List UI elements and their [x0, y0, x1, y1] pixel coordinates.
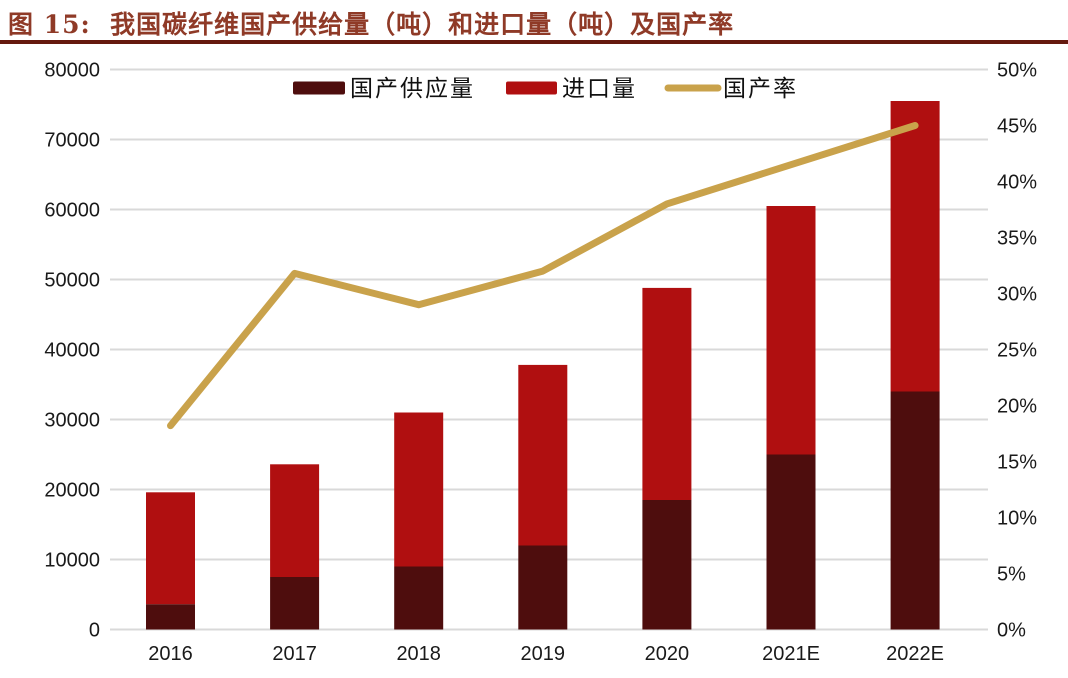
x-axis-label: 2016 [148, 643, 193, 665]
y-axis-left-label: 40000 [44, 340, 100, 362]
x-axis-label: 2020 [645, 643, 690, 665]
y-axis-right-label: 40% [997, 172, 1037, 194]
legend-swatch-domestic-supply [293, 81, 345, 95]
bar-domestic-2017 [270, 577, 320, 630]
y-axis-right-label: 5% [997, 564, 1026, 586]
y-axis-right-label: 20% [997, 396, 1037, 418]
legend-label-domestic-supply: 国产供应量 [350, 76, 475, 102]
bar-domestic-2021E [766, 454, 816, 630]
bar-domestic-2018 [394, 566, 444, 630]
y-axis-right-label: 50% [997, 60, 1037, 82]
legend-label-domestic-rate: 国产率 [723, 76, 798, 102]
y-axis-left-label: 60000 [44, 200, 100, 222]
y-axis-right-label: 15% [997, 452, 1037, 474]
bar-import-2017 [270, 464, 320, 577]
y-axis-left-label: 80000 [44, 60, 100, 82]
y-axis-right-label: 45% [997, 116, 1037, 138]
bar-import-2022E [890, 101, 940, 392]
y-axis-left-label: 50000 [44, 270, 100, 292]
y-axis-left-label: 0 [89, 620, 100, 642]
legend-label-import-volume: 进口量 [562, 76, 637, 102]
bar-domestic-2016 [146, 604, 195, 630]
x-axis-label: 2018 [396, 643, 441, 665]
y-axis-right-label: 0% [997, 620, 1026, 642]
y-axis-right-label: 30% [997, 284, 1037, 306]
bar-import-2019 [518, 364, 568, 546]
figure-title: 图 15: 我国碳纤维国产供给量（吨）和进口量（吨）及国产率 [8, 10, 735, 39]
x-axis-label: 2022E [886, 643, 944, 665]
y-axis-right-label: 25% [997, 340, 1037, 362]
bar-import-2021E [766, 206, 816, 455]
y-axis-left-label: 70000 [44, 130, 100, 152]
y-axis-left-label: 10000 [44, 550, 100, 572]
bar-import-2018 [394, 412, 444, 567]
y-axis-right-label: 10% [997, 508, 1037, 530]
rate-line [167, 122, 919, 430]
bar-import-2016 [146, 492, 195, 605]
y-axis-left-label: 30000 [44, 410, 100, 432]
y-axis-left-label: 20000 [44, 480, 100, 502]
legend-swatch-import-volume [506, 81, 557, 95]
bar-domestic-2022E [890, 391, 940, 630]
bar-import-2020 [642, 287, 692, 500]
y-axis-right-label: 35% [997, 228, 1037, 250]
title-underline [0, 40, 1068, 44]
x-axis-label: 2021E [762, 643, 820, 665]
bar-domestic-2020 [642, 500, 692, 630]
bar-domestic-2019 [518, 545, 568, 630]
x-axis-label: 2019 [521, 643, 566, 665]
x-axis-label: 2017 [272, 643, 317, 665]
